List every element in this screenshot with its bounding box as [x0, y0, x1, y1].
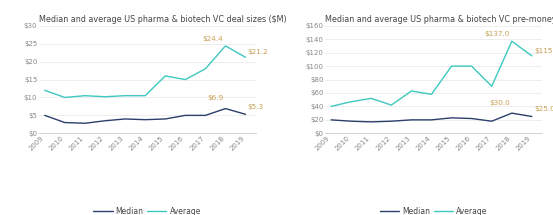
Line: Average: Average: [331, 41, 532, 106]
Median: [509, 112, 515, 114]
Average: [61, 96, 68, 99]
Average: [222, 45, 229, 47]
Text: $137.0: $137.0: [484, 31, 510, 37]
Average: [41, 89, 48, 92]
Median: [41, 114, 48, 117]
Average: [182, 78, 189, 81]
Median: [488, 120, 495, 123]
Median: [529, 115, 535, 118]
Median: [222, 107, 229, 110]
Average: [348, 100, 354, 103]
Text: $115.2: $115.2: [534, 48, 553, 54]
Text: $24.4: $24.4: [203, 35, 223, 41]
Text: Median and average US pharma & biotech VC pre-money valuations ($M): Median and average US pharma & biotech V…: [325, 15, 553, 24]
Line: Median: Median: [45, 109, 246, 123]
Median: [182, 114, 189, 117]
Text: $25.0: $25.0: [534, 106, 553, 112]
Median: [468, 117, 475, 120]
Average: [328, 105, 335, 108]
Line: Median: Median: [331, 113, 532, 122]
Line: Average: Average: [45, 46, 246, 97]
Median: [102, 120, 108, 122]
Average: [142, 94, 148, 97]
Average: [202, 68, 208, 70]
Average: [408, 90, 415, 92]
Median: [328, 119, 335, 121]
Median: [162, 118, 169, 120]
Median: [242, 113, 249, 116]
Average: [509, 40, 515, 43]
Average: [368, 97, 374, 100]
Average: [122, 94, 128, 97]
Median: [142, 118, 148, 121]
Median: [348, 120, 354, 123]
Average: [529, 55, 535, 57]
Median: [122, 118, 128, 120]
Average: [428, 93, 435, 96]
Average: [102, 95, 108, 98]
Median: [388, 120, 395, 123]
Text: $6.9: $6.9: [207, 95, 223, 101]
Average: [448, 65, 455, 68]
Average: [162, 75, 169, 77]
Legend: Median, Average: Median, Average: [377, 204, 491, 215]
Average: [468, 65, 475, 68]
Text: $30.0: $30.0: [489, 100, 510, 106]
Average: [488, 85, 495, 88]
Text: $5.3: $5.3: [248, 104, 264, 110]
Median: [82, 122, 88, 124]
Median: [202, 114, 208, 117]
Average: [82, 94, 88, 97]
Average: [242, 56, 249, 59]
Median: [368, 121, 374, 123]
Text: Median and average US pharma & biotech VC deal sizes ($M): Median and average US pharma & biotech V…: [39, 15, 286, 24]
Legend: Median, Average: Median, Average: [90, 204, 204, 215]
Text: $21.2: $21.2: [248, 49, 268, 55]
Median: [408, 119, 415, 121]
Median: [61, 121, 68, 124]
Average: [388, 104, 395, 106]
Median: [428, 119, 435, 121]
Median: [448, 117, 455, 119]
